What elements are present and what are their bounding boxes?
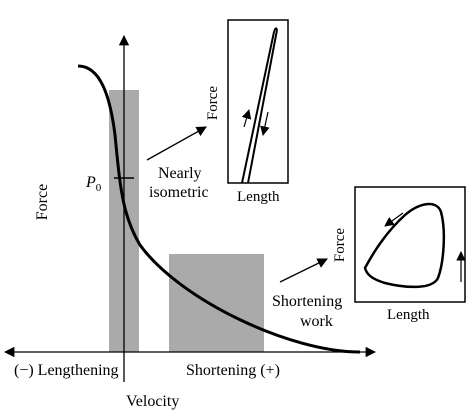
isometric-loop-line-2 xyxy=(247,29,278,184)
work-loop-inset-frame xyxy=(354,186,466,303)
isometric-pointer-arrow xyxy=(146,126,207,161)
shortening-work-line1: Shortening xyxy=(272,293,342,310)
nearly-isometric-line1: Nearly xyxy=(158,165,202,182)
isometric-loop-line-1 xyxy=(241,31,275,184)
velocity-axis-label: Velocity xyxy=(126,393,179,410)
work-pointer-arrow xyxy=(279,258,328,283)
force-velocity-curve xyxy=(77,64,361,354)
force-axis-label: Force xyxy=(34,184,51,220)
lengthening-label: (−) Lengthening xyxy=(14,362,119,379)
work-loop-left-arrow xyxy=(384,212,404,227)
isometric-down-arrow xyxy=(260,111,270,136)
work-loop-path xyxy=(363,202,446,289)
isometric-loop-tip xyxy=(273,27,278,33)
shortening-label: Shortening (+) xyxy=(186,362,280,379)
work-loop-force-label: Force xyxy=(332,228,348,262)
isometric-inset: Force Length xyxy=(205,19,289,205)
work-loop-length-label: Length xyxy=(387,307,430,323)
isometric-inset-frame xyxy=(227,19,289,184)
isometric-up-arrow xyxy=(241,109,252,128)
nearly-isometric-line2: isometric xyxy=(149,184,209,201)
isometric-inset-length-label: Length xyxy=(237,189,280,205)
shortening-work-bar xyxy=(169,254,264,352)
isometric-inset-force-label: Force xyxy=(205,86,221,120)
shortening-work-line2: work xyxy=(300,313,333,330)
work-loop-inset: Force Length xyxy=(332,186,466,323)
p0-label: P0 xyxy=(85,174,102,194)
